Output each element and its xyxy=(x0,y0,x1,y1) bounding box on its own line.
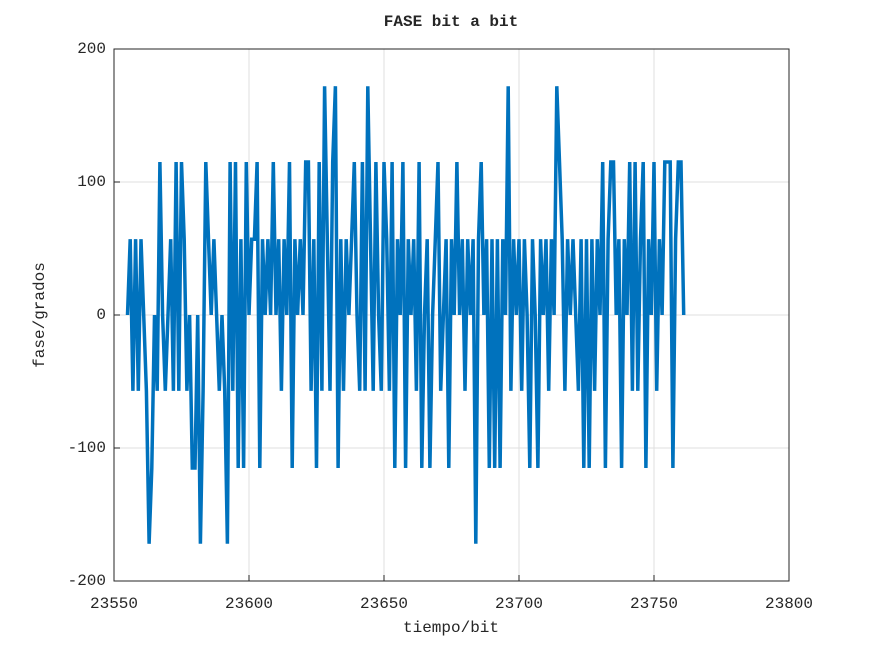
axes-box xyxy=(113,48,790,582)
x-tick-label: 23600 xyxy=(225,595,273,613)
x-tick-label: 23700 xyxy=(495,595,543,613)
x-tick-label: 23650 xyxy=(360,595,408,613)
x-tick-label: 23750 xyxy=(630,595,678,613)
y-axis-label: fase/grados xyxy=(31,262,49,368)
x-axis-label: tiempo/bit xyxy=(403,619,499,637)
y-tick-label: 0 xyxy=(96,306,106,324)
x-tick-label: 23550 xyxy=(90,595,138,613)
y-tick-label: 100 xyxy=(77,173,106,191)
y-tick-label: -200 xyxy=(68,572,106,590)
chart-title: FASE bit a bit xyxy=(384,13,518,31)
y-tick-label: -100 xyxy=(68,439,106,457)
y-tick-label: 200 xyxy=(77,40,106,58)
x-tick-label: 23800 xyxy=(765,595,813,613)
data-line xyxy=(125,86,686,544)
